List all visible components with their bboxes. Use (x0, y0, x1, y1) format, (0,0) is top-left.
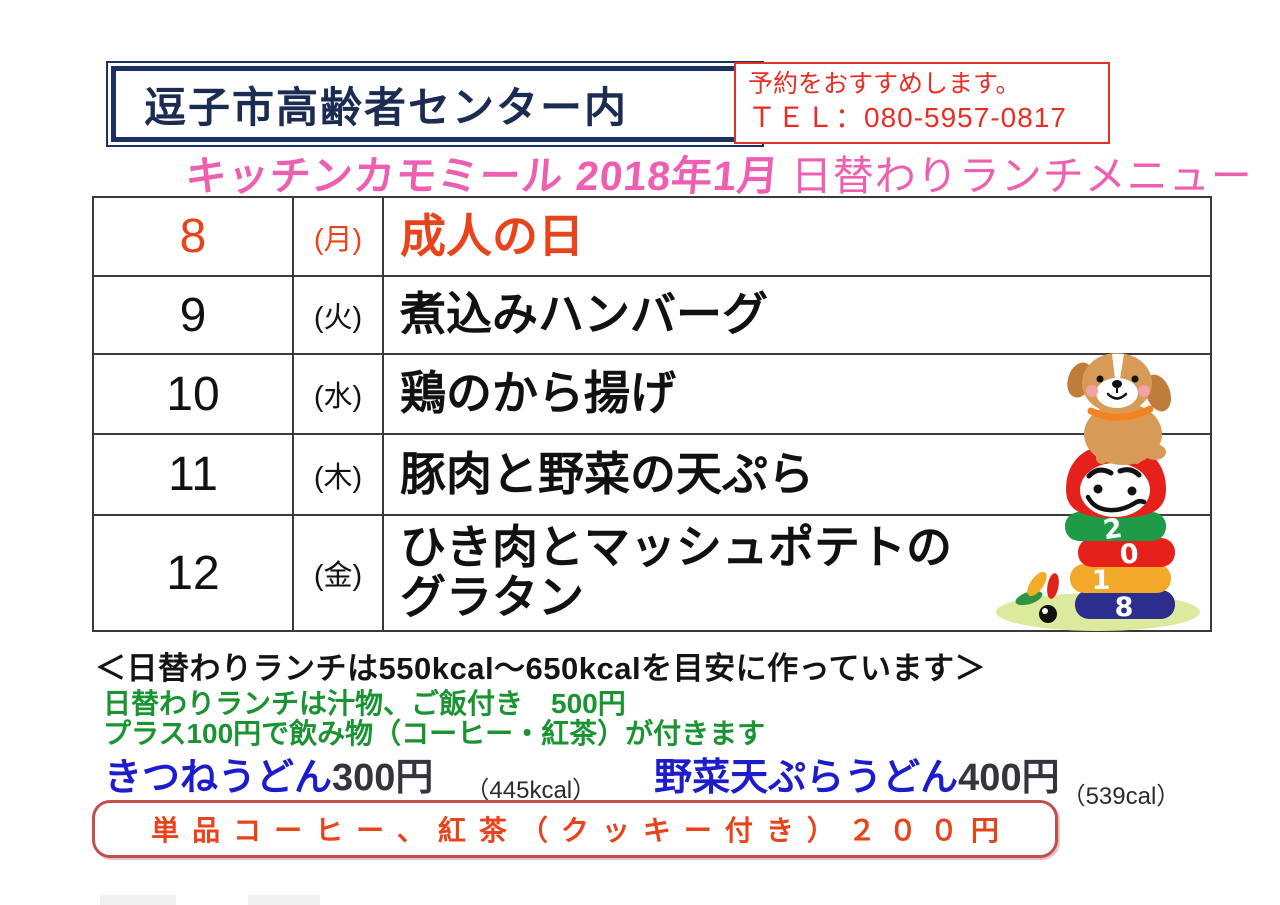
scan-artifact (248, 895, 320, 905)
reservation-box: 予約をおすすめします。 ＴＥＬ：080-5957-0817 (734, 62, 1110, 144)
venue-box: 逗子市高齢者センター内 (106, 61, 764, 147)
table-row: 9 (火) 煮込みハンバーグ (92, 275, 1212, 355)
reservation-phone: ＴＥＬ：080-5957-0817 (748, 102, 1067, 134)
kitsune-udon-label: きつねうどん (104, 757, 333, 799)
date-cell: 11 (92, 433, 294, 516)
day-cell: (水) (292, 353, 384, 435)
title-shop-and-month: キッチンカモミール 2018年1月 (183, 153, 782, 199)
day-cell: (月) (292, 196, 384, 277)
reservation-note: 予約をおすすめします。 (748, 70, 1021, 98)
table-row: 11 (木) 豚肉と野菜の天ぷら (92, 433, 1212, 516)
day-cell: (木) (292, 433, 384, 516)
day-cell: (金) (292, 514, 384, 632)
menu-cell: 豚肉と野菜の天ぷら (382, 433, 1212, 516)
tempura-udon-kcal: （539cal） (1061, 783, 1181, 810)
date-cell: 9 (92, 275, 294, 355)
scan-artifact (100, 895, 176, 905)
venue-name: 逗子市高齢者センター内 (144, 83, 629, 131)
digit-0: 0 (1119, 538, 1140, 571)
digit-2: 2 (1101, 513, 1124, 546)
date-cell: 10 (92, 353, 294, 435)
udon-price-line: きつねうどん 300円 （445kcal） 野菜天ぷらうどん 400円 （539… (104, 746, 1180, 810)
date-cell: 8 (92, 196, 294, 277)
drink-option-note: プラス100円で飲み物（コーヒー・紅茶）が付きます (103, 718, 766, 749)
digit-8: 8 (1115, 592, 1134, 623)
day-cell: (火) (292, 275, 384, 355)
calorie-guideline-note: ＜日替わりランチは550kcal～650kcalを目安に作っています＞ (95, 651, 987, 686)
tempura-udon-price: 400円 (958, 757, 1060, 799)
single-item-text: 単品コーヒー、紅茶（クッキー付き）２００円 (151, 815, 1012, 846)
page-title: キッチンカモミール 2018年1月 日替わりランチメニュー (183, 142, 1253, 202)
lunch-set-note: 日替わりランチは汁物、ご飯付き 500円 (103, 688, 626, 719)
digit-1: 1 (1092, 565, 1111, 596)
new-year-dog-illustration: 2 0 1 8 (993, 348, 1205, 638)
tempura-udon-label: 野菜天ぷらうどん (654, 757, 959, 799)
title-menu-label: 日替わりランチメニュー (790, 153, 1253, 199)
menu-cell: 成人の日 (382, 196, 1212, 277)
kitsune-udon-price: 300円 (332, 757, 434, 799)
dog-daruma-2018-icon: 2 0 1 8 (996, 353, 1200, 631)
menu-cell: 煮込みハンバーグ (382, 275, 1212, 355)
table-row: 8 (月) 成人の日 (92, 196, 1212, 277)
weekly-menu-table: 8 (月) 成人の日 9 (火) 煮込みハンバーグ 10 (水) 鶏のから揚げ … (92, 196, 1212, 632)
kitsune-udon-kcal: （445kcal） (465, 777, 597, 804)
single-item-box: 単品コーヒー、紅茶（クッキー付き）２００円 (92, 800, 1058, 858)
date-cell: 12 (92, 514, 294, 632)
